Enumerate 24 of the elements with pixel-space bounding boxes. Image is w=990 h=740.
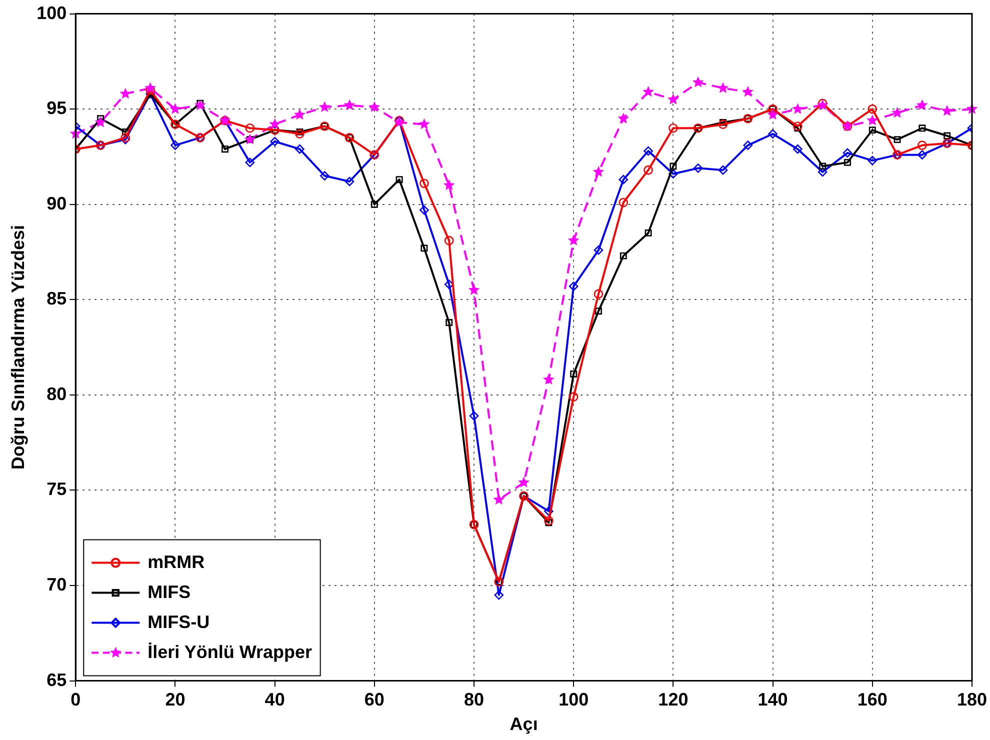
- y-tick-label: 70: [46, 574, 67, 594]
- y-tick-label: 75: [46, 479, 67, 500]
- y-tick-label: 95: [46, 98, 67, 118]
- y-tick-label: 65: [46, 670, 67, 690]
- x-tick-label: 120: [658, 690, 688, 710]
- x-tick-label: 80: [464, 690, 484, 710]
- x-tick-label: 140: [758, 690, 788, 710]
- y-tick-label: 100: [36, 2, 67, 23]
- x-tick-label: 160: [857, 690, 888, 710]
- legend-label: MIFS-U: [148, 612, 210, 632]
- y-axis-title: Doğru Sınıflandırma Yüzdesi: [8, 224, 28, 470]
- y-tick-label: 90: [46, 193, 67, 214]
- legend-label: İleri Yönlü Wrapper: [148, 642, 312, 662]
- legend-label: MIFS: [148, 582, 191, 602]
- legend-label: mRMR: [148, 552, 205, 572]
- x-tick-label: 60: [364, 690, 384, 710]
- y-tick-label: 80: [46, 384, 67, 404]
- x-tick-label: 40: [264, 690, 285, 710]
- x-axis-title: Açı: [510, 714, 538, 734]
- x-tick-label: 180: [956, 690, 988, 710]
- y-tick-label: 85: [46, 288, 67, 309]
- x-tick-label: 0: [70, 690, 81, 710]
- x-tick-label: 20: [165, 690, 186, 710]
- x-tick-label: 100: [558, 690, 589, 710]
